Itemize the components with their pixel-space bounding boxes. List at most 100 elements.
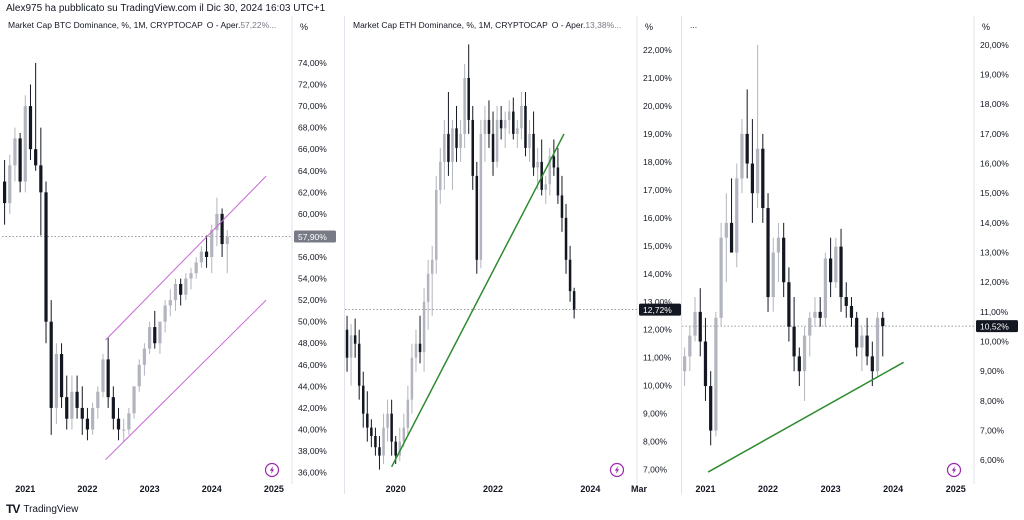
- candle: [59, 343, 64, 408]
- third-dominance-chart[interactable]: ...% 6,00% 7,00% 8,00% 9,00% 10,00% 11,00% 12,0…: [682, 16, 1024, 494]
- candle: [349, 324, 353, 386]
- last-price-tag: 10,52%: [976, 320, 1018, 333]
- candle-body: [572, 291, 576, 310]
- candle: [168, 289, 172, 317]
- y-tick-label: 52,00%: [298, 295, 327, 305]
- candle-body: [487, 119, 491, 134]
- candle: [813, 297, 817, 327]
- candle: [499, 105, 503, 140]
- candle-body: [860, 335, 864, 348]
- footer: TV TradingView: [6, 500, 78, 518]
- y-tick-label: 13,00%: [643, 297, 672, 307]
- candle: [173, 278, 178, 311]
- candle: [370, 419, 373, 448]
- chart-title-text: Market Cap ETH Dominance, %, 1M, CRYPTOC…: [353, 20, 548, 30]
- candle: [568, 245, 572, 302]
- candle-body: [556, 167, 560, 196]
- ohlc-value: 57,22%: [240, 20, 269, 30]
- candle: [860, 326, 864, 372]
- x-tick-label: 2022: [77, 484, 97, 494]
- candle-body: [688, 335, 692, 357]
- y-tick-label: 62,00%: [298, 187, 327, 197]
- candle: [418, 315, 422, 364]
- candle: [184, 273, 188, 301]
- candle: [797, 347, 801, 387]
- candle: [434, 175, 438, 274]
- candle: [556, 147, 560, 204]
- candle-body: [147, 327, 152, 349]
- candle: [729, 178, 734, 253]
- y-tick-label: 7,00%: [980, 426, 1005, 436]
- candle-body: [28, 106, 33, 150]
- btc-dominance-chart-svg: Market Cap BTC Dominance, %, 1M, CRYPTOC…: [2, 16, 336, 494]
- candle: [881, 311, 885, 357]
- candle-body: [220, 213, 224, 245]
- candle: [127, 407, 131, 435]
- axis-unit-label: %: [645, 22, 653, 32]
- candle: [204, 235, 209, 268]
- candle: [54, 343, 58, 425]
- candle: [839, 228, 843, 312]
- candle: [548, 147, 552, 196]
- candle: [787, 267, 791, 342]
- candle: [386, 399, 389, 442]
- candle-body: [548, 156, 552, 185]
- candle: [520, 91, 523, 140]
- candle: [142, 343, 147, 376]
- x-tick-label: 2023: [821, 484, 841, 494]
- candle-body: [430, 259, 434, 274]
- y-tick-label: 16,00%: [643, 213, 672, 223]
- y-tick-label: 66,00%: [298, 144, 327, 154]
- y-tick-label: 74,00%: [298, 58, 327, 68]
- candle: [374, 427, 377, 456]
- candle: [158, 321, 162, 355]
- candle: [106, 337, 110, 408]
- panel-divider: [344, 16, 345, 494]
- y-tick-label: 19,00%: [643, 129, 672, 139]
- candle: [802, 326, 807, 401]
- candle-body: [34, 149, 38, 166]
- candle-body: [357, 343, 361, 386]
- y-tick-label: 68,00%: [298, 123, 327, 133]
- y-tick-label: 11,00%: [643, 353, 672, 363]
- candle-body: [111, 397, 115, 419]
- y-tick-label: 10,00%: [643, 381, 672, 391]
- y-tick-label: 12,00%: [643, 325, 672, 335]
- candle-body: [844, 297, 848, 306]
- candle: [844, 282, 848, 318]
- eth-dominance-chart[interactable]: Market Cap ETH Dominance, %, 1M, CRYPTOC…: [345, 16, 681, 494]
- x-tick-label: 2020: [386, 484, 406, 494]
- last-price-tag-bg: [639, 303, 681, 316]
- candle-body: [516, 128, 519, 134]
- candle: [357, 329, 361, 400]
- y-tick-label: 9,00%: [643, 409, 668, 419]
- y-tick-label: 40,00%: [298, 424, 327, 434]
- y-tick-label: 60,00%: [298, 209, 327, 219]
- candle-body: [755, 148, 760, 194]
- candle-body: [8, 165, 12, 204]
- y-tick-label: 9,00%: [980, 366, 1005, 376]
- x-tick-label: 2025: [946, 484, 966, 494]
- y-tick-label: 44,00%: [298, 381, 327, 391]
- candle-body: [210, 230, 214, 257]
- ohlc-label: O - Aper.: [207, 20, 241, 30]
- candle: [225, 230, 229, 274]
- candle-body: [729, 222, 734, 253]
- candle: [875, 311, 880, 378]
- tv-flash-icon-bolt: [269, 466, 275, 474]
- candle-body: [703, 341, 708, 387]
- candle-body: [875, 317, 880, 372]
- candle: [390, 399, 393, 456]
- candle-body: [524, 105, 527, 148]
- y-tick-label: 16,00%: [980, 159, 1009, 169]
- candle: [761, 133, 765, 223]
- y-tick-label: 20,00%: [980, 40, 1009, 50]
- candle-body: [471, 119, 475, 176]
- candle: [111, 386, 115, 430]
- y-tick-label: 15,00%: [643, 241, 672, 251]
- trend-line: [390, 133, 565, 468]
- candle-body: [96, 391, 100, 408]
- x-tick-label: 2024: [202, 484, 222, 494]
- candle-body: [80, 407, 84, 419]
- btc-dominance-chart[interactable]: Market Cap BTC Dominance, %, 1M, CRYPTOC…: [0, 16, 344, 494]
